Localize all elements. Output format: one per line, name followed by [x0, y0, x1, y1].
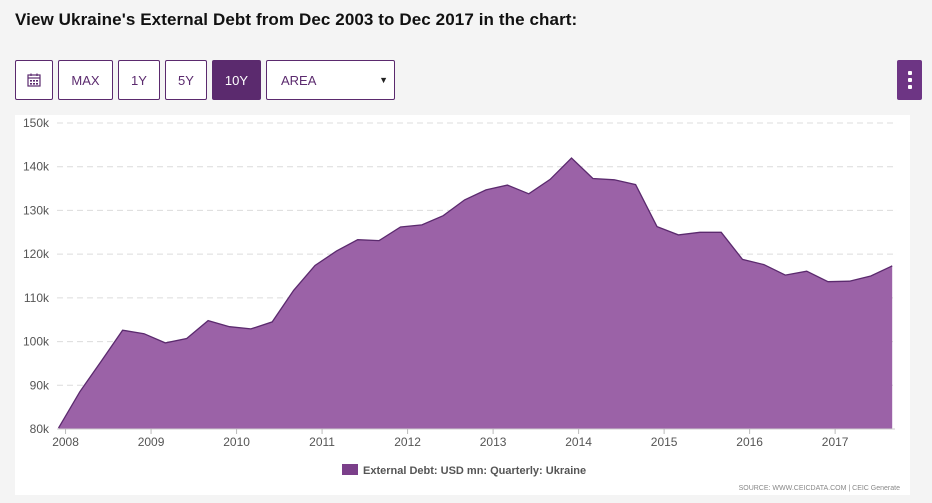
source-note: SOURCE: WWW.CEICDATA.COM | CEIC Generate: [739, 485, 901, 492]
range-button-10y[interactable]: 10Y: [212, 60, 261, 100]
x-tick-label: 2012: [394, 435, 421, 449]
legend-label: External Debt: USD mn: Quarterly: Ukrain…: [363, 465, 586, 477]
y-tick-label: 130k: [23, 203, 50, 217]
range-button-max[interactable]: MAX: [58, 60, 113, 100]
x-tick-label: 2014: [565, 435, 592, 449]
calendar-button[interactable]: [15, 60, 53, 100]
chart-menu-button[interactable]: [897, 60, 922, 100]
x-axis-ticks: 2008 2009 2010 2011 2012 2013 2014 2015 2016 2017: [52, 429, 849, 449]
range-button-1y[interactable]: 1Y: [118, 60, 160, 100]
series-line: [57, 157, 893, 429]
y-tick-label: 100k: [23, 335, 50, 349]
y-tick-label: 90k: [30, 378, 50, 392]
chart-type-value: AREA: [281, 72, 317, 88]
y-tick-label: 150k: [23, 116, 50, 130]
y-tick-label: 120k: [23, 247, 50, 261]
chart-panel: 80k 90k 100k 110k 120k 130k 140k 150k 2008 2009 2…: [15, 115, 910, 495]
x-tick-label: 2013: [480, 435, 507, 449]
range-button-5y[interactable]: 5Y: [165, 60, 207, 100]
x-tick-label: 2010: [223, 435, 250, 449]
y-tick-label: 140k: [23, 160, 50, 174]
x-tick-label: 2011: [309, 435, 335, 449]
calendar-icon: [27, 73, 41, 87]
x-tick-label: 2015: [651, 435, 678, 449]
menu-dot-icon: [907, 71, 912, 75]
menu-dot-icon: [907, 85, 912, 89]
x-tick-label: 2008: [52, 435, 79, 449]
legend: External Debt: USD mn: Quarterly: Ukrain…: [342, 464, 586, 477]
chart-type-select[interactable]: AREA ▼: [266, 60, 395, 100]
menu-dot-icon: [907, 78, 912, 82]
page-title: View Ukraine's External Debt from Dec 20…: [15, 10, 578, 29]
y-axis-ticks: 80k 90k 100k 110k 120k 130k 140k 150k: [23, 116, 50, 436]
y-tick-label: 80k: [30, 422, 50, 436]
x-tick-label: 2016: [736, 435, 763, 449]
area-fill: [58, 158, 893, 429]
legend-swatch: [342, 464, 358, 475]
x-tick-label: 2009: [138, 435, 165, 449]
y-tick-label: 110k: [24, 291, 50, 305]
dropdown-arrow-icon: ▼: [379, 75, 388, 85]
x-tick-label: 2017: [822, 435, 849, 449]
